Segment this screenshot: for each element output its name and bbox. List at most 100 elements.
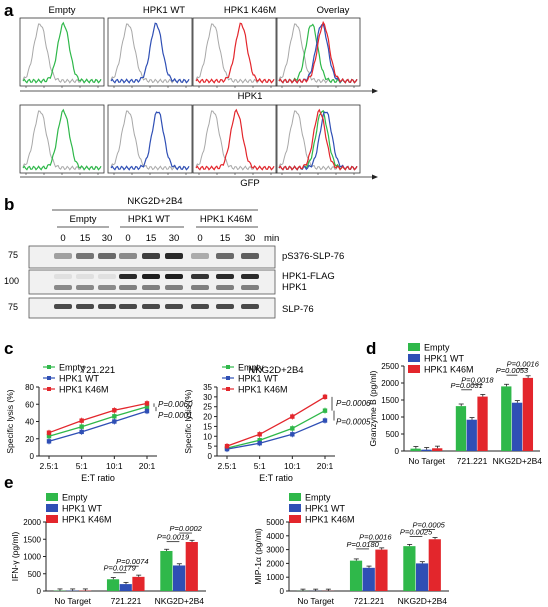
- data-point-hpk1-k46m: [79, 418, 84, 423]
- blot-membrane: [28, 269, 276, 295]
- x-axis-label: E:T ratio: [81, 473, 115, 483]
- legend-label-hpk1-wt: HPK1 WT: [62, 504, 103, 514]
- lane-time-label: 0: [125, 233, 130, 244]
- y-tick-label: 80: [25, 383, 34, 392]
- blot-band: [142, 304, 160, 309]
- col-title-overlay: Overlay: [317, 5, 350, 16]
- legend-label-hpk1-wt: HPK1 WT: [238, 374, 279, 384]
- legend-label-empty: Empty: [305, 493, 331, 503]
- legend-swatch-empty: [46, 493, 58, 501]
- blot-band: [241, 253, 259, 259]
- bar-hpk1-wt-721-221: [119, 584, 132, 591]
- x-tick-label: 721.221: [111, 596, 142, 606]
- y-tick-label: 0: [395, 447, 400, 456]
- blot-band: [165, 253, 183, 259]
- series-line-hpk1-k46m: [48, 402, 148, 434]
- band-label-hpk1: HPK1: [282, 282, 307, 293]
- group-label-hpk1-k46m: HPK1 K46M: [200, 214, 252, 225]
- blot-band: [216, 304, 234, 309]
- bar-empty-nkg2d-2b4: [160, 550, 173, 591]
- blot-band: [119, 274, 137, 279]
- bar-empty-no-target: [410, 448, 421, 451]
- blot-band: [191, 304, 209, 309]
- blot-band: [191, 285, 209, 290]
- p-value-label: P=0.0006: [336, 399, 371, 408]
- legend-swatch-hpk1-k46m: [46, 515, 58, 523]
- row1-xlabel-hpk1: HPK1: [238, 91, 263, 102]
- blot-band: [98, 304, 116, 309]
- series-line-hpk1-wt: [226, 419, 326, 450]
- x-tick-label: 5:1: [254, 461, 266, 471]
- col-title-hpk1-wt: HPK1 WT: [143, 5, 185, 16]
- bar-empty-nkg2d-2b4: [501, 386, 512, 451]
- blot-band: [142, 285, 160, 290]
- data-point-hpk1-k46m: [224, 443, 230, 449]
- legend-label-hpk1-wt: HPK1 WT: [424, 354, 465, 364]
- blot-band: [98, 253, 116, 259]
- p-value-label: P=0.0019: [157, 533, 190, 542]
- y-tick-label: 20: [25, 435, 34, 444]
- legend-label-hpk1-wt: HPK1 WT: [59, 374, 100, 384]
- bar-hpk1-wt-nkg2d-2b4: [415, 563, 429, 591]
- bar-empty-721-221: [349, 560, 363, 591]
- bar-empty-nkg2d-2b4: [403, 546, 416, 591]
- series-line-hpk1-wt: [48, 410, 148, 442]
- y-tick-label: 4000: [266, 532, 284, 541]
- histogram-curve: [278, 20, 358, 84]
- y-tick-label: 35: [203, 383, 212, 392]
- y-axis-label: Specific lysis (%): [183, 389, 193, 453]
- time-unit-label: min: [264, 233, 279, 244]
- bar-hpk1-k46m-721-221: [477, 396, 488, 451]
- y-tick-label: 1000: [381, 413, 399, 422]
- y-tick-label: 1000: [266, 573, 284, 582]
- p-value-label: P=0.0001: [158, 411, 192, 420]
- blot-band: [241, 285, 259, 290]
- y-tick-label: 500: [386, 430, 400, 439]
- x-tick-label: 721.221: [457, 456, 488, 466]
- band-label-hpk1-flag: HPK1-FLAG: [282, 271, 335, 282]
- bar-hpk1-k46m-721-221: [375, 549, 388, 591]
- blot-band: [119, 253, 137, 259]
- legend-marker-hpk1-wt: [47, 376, 51, 380]
- blot-band: [165, 285, 183, 290]
- mw-marker-100: 100: [4, 276, 19, 286]
- lane-time-label: 15: [220, 233, 231, 244]
- histogram-curve: [195, 22, 275, 84]
- band-label-slp76: SLP-76: [282, 304, 314, 315]
- y-tick-label: 10: [203, 432, 212, 441]
- legend-marker-hpk1-k46m: [47, 387, 51, 391]
- bar-hpk1-k46m-721-221: [132, 576, 145, 591]
- series-line-empty: [226, 410, 326, 449]
- x-tick-label: NKG2D+2B4: [155, 596, 205, 606]
- data-point-hpk1-k46m: [322, 394, 328, 400]
- legend-marker-hpk1-wt: [226, 376, 230, 380]
- y-axis-label: Granzyme B (pg/ml): [368, 370, 378, 446]
- y-tick-label: 1000: [23, 553, 41, 562]
- isotype-control-curve: [22, 23, 102, 84]
- panel-label-a: a: [4, 1, 14, 20]
- legend-label-empty: Empty: [62, 493, 88, 503]
- row2-arrowhead: [372, 174, 378, 180]
- bar-hpk1-k46m-nkg2d-2b4: [185, 542, 198, 591]
- legend-label-hpk1-k46m: HPK1 K46M: [424, 365, 474, 375]
- data-point-hpk1-wt: [322, 418, 328, 423]
- lane-time-label: 15: [146, 233, 157, 244]
- x-tick-label: No Target: [297, 596, 334, 606]
- isotype-control-curve: [195, 23, 275, 84]
- chart-title: 721.221: [81, 365, 115, 376]
- panel-b-western-blot: NKG2D+2B4 Empty HPK1 WT HPK1 K46M min 75…: [4, 196, 344, 319]
- blot-band: [191, 253, 209, 259]
- lane-time-label: 30: [245, 233, 256, 244]
- p-value-label: P=0.0005: [336, 418, 371, 427]
- lane-time-label: 0: [197, 233, 202, 244]
- p-value-label: P=0.0074: [116, 557, 148, 566]
- row1-arrowhead: [372, 88, 378, 94]
- bar-hpk1-wt-721-221: [466, 419, 477, 451]
- blot-band: [76, 285, 94, 290]
- y-tick-label: 500: [28, 570, 42, 579]
